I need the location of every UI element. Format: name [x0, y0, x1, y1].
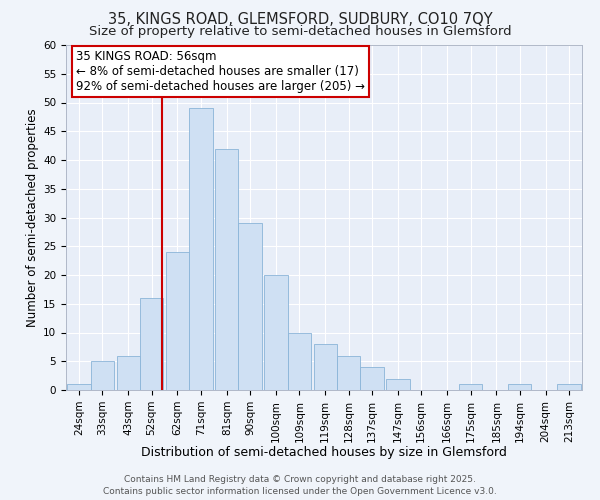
Y-axis label: Number of semi-detached properties: Number of semi-detached properties [26, 108, 39, 327]
Bar [238, 223, 262, 390]
Bar [314, 344, 337, 390]
Bar [91, 361, 114, 390]
Bar [189, 108, 212, 390]
X-axis label: Distribution of semi-detached houses by size in Glemsford: Distribution of semi-detached houses by … [141, 446, 507, 459]
Bar [67, 384, 91, 390]
Text: Contains HM Land Registry data © Crown copyright and database right 2025.
Contai: Contains HM Land Registry data © Crown c… [103, 475, 497, 496]
Bar [116, 356, 140, 390]
Bar [166, 252, 189, 390]
Bar [508, 384, 532, 390]
Bar [361, 367, 383, 390]
Text: Size of property relative to semi-detached houses in Glemsford: Size of property relative to semi-detach… [89, 25, 511, 38]
Bar [140, 298, 163, 390]
Bar [265, 275, 287, 390]
Text: 35 KINGS ROAD: 56sqm
← 8% of semi-detached houses are smaller (17)
92% of semi-d: 35 KINGS ROAD: 56sqm ← 8% of semi-detach… [76, 50, 365, 93]
Bar [215, 148, 238, 390]
Bar [459, 384, 482, 390]
Bar [557, 384, 581, 390]
Text: 35, KINGS ROAD, GLEMSFORD, SUDBURY, CO10 7QY: 35, KINGS ROAD, GLEMSFORD, SUDBURY, CO10… [107, 12, 493, 28]
Bar [337, 356, 361, 390]
Bar [386, 378, 410, 390]
Bar [287, 332, 311, 390]
